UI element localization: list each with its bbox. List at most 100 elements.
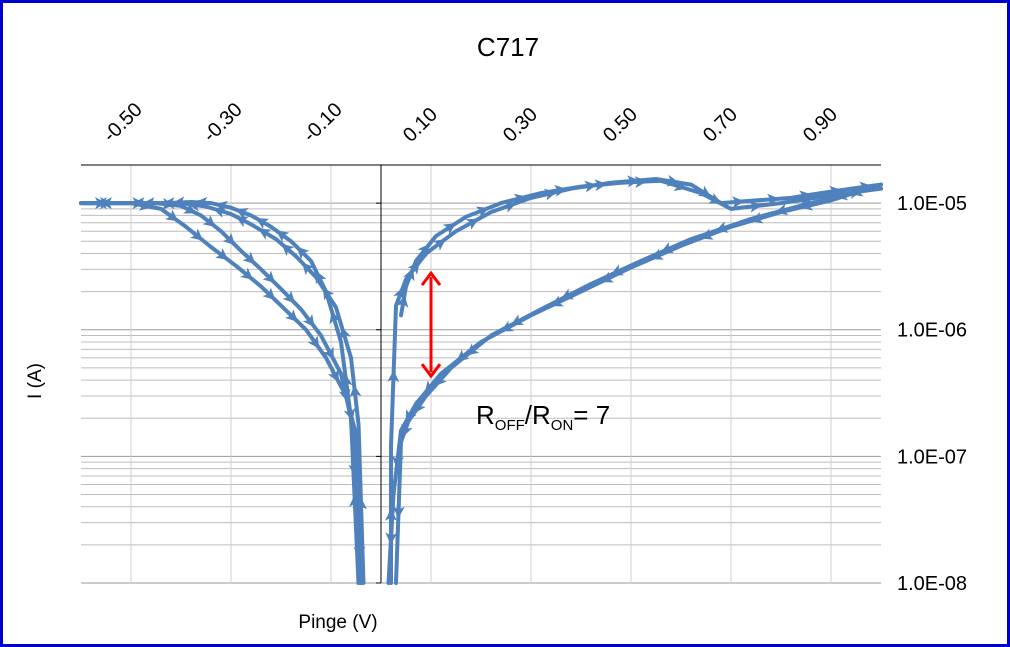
series-line [79,200,361,585]
ratio-arrow-head-bottom [420,363,442,379]
series-point [235,208,249,220]
series-point [296,246,310,260]
series-point [339,326,351,341]
series-point [465,218,479,230]
series-point [434,373,447,387]
series-point [258,228,272,240]
series-line [399,178,883,318]
series-point [322,287,335,301]
series-point [594,179,607,192]
series-point [673,179,687,191]
series-point [475,206,490,218]
series-point [281,243,295,257]
y-tick-labels: 1.0E-08 1.0E-07 1.0E-06 1.0E-05 [897,193,967,595]
iv-curve-chart: ROFF/RON= 7 -0.50 -0.30 -0.10 0.10 0.30 0.50 0… [25,32,967,633]
series-point [315,270,327,285]
axes [81,164,881,584]
series-line [79,201,363,585]
series-point [387,370,400,383]
series-point [393,286,405,301]
series-point [183,202,197,214]
series-line [386,182,883,585]
x-tick-label: 0.90 [799,103,842,146]
series-point [215,200,229,213]
series-point [322,346,334,360]
x-axis-label: Pinge (V) [298,612,377,633]
x-tick-label: 0.30 [499,103,542,146]
series-line [394,186,873,585]
y-tick-label: 1.0E-06 [897,320,967,342]
x-tick-label: 0.50 [599,103,642,146]
series-point [510,314,525,326]
series-layer [79,174,883,585]
x-tick-label: -0.10 [299,99,347,147]
series-point [401,423,413,438]
series-point [432,238,446,251]
x-tick-label: 0.10 [399,103,442,146]
series-point [340,374,353,387]
series-point [95,197,107,210]
series-point [403,268,415,282]
series-point [307,335,320,349]
series-point [513,193,527,206]
series-point [165,209,179,222]
series-point [732,196,745,209]
y-tick-label: 1.0E-07 [897,446,967,468]
series-point [327,368,339,383]
x-tick-label: -0.50 [99,99,147,147]
series-point [329,311,341,325]
series-point [715,221,729,233]
series-point [190,228,204,241]
series-point [660,242,674,254]
y-axis-label: I (A) [25,363,46,399]
annotation-layer: ROFF/RON= 7 [420,270,610,434]
series-point [285,309,298,322]
series-point [240,267,254,280]
series-point [302,313,315,328]
series-point [392,506,405,519]
series-point [262,270,276,284]
series-line [79,201,366,585]
series-point [799,194,812,207]
series-point [503,201,517,213]
series-point [634,176,647,189]
series-line [79,201,363,585]
series-point [355,497,368,510]
series-point [749,200,762,213]
series-point [413,400,426,414]
series-point [262,287,276,301]
series-point [276,230,290,243]
series-point [424,380,437,394]
series-point [132,197,145,210]
series-point [554,184,567,197]
ratio-arrow-head-top [420,270,442,287]
x-tick-label: -0.30 [199,99,247,147]
series-point [212,206,226,218]
series-point [242,251,256,265]
series-point [560,288,575,300]
series-point [162,197,175,210]
series-point [202,214,216,228]
series-point [301,262,315,276]
series-point [215,247,229,261]
series-point [187,199,201,212]
series-point [282,290,296,304]
series-point [349,384,362,398]
grid [81,164,881,584]
series-point [417,243,430,257]
series-point [222,232,236,246]
series-point [396,294,409,308]
chart-title: C717 [477,32,539,62]
y-tick-label: 1.0E-05 [897,193,967,215]
x-tick-label: 0.70 [699,103,742,146]
series-point [707,192,722,204]
x-tick-labels: -0.50 -0.30 -0.10 0.10 0.30 0.50 0.70 0.90 [99,99,842,147]
series-point [235,216,250,228]
ratio-annotation: ROFF/RON= 7 [476,400,610,434]
series-point [385,532,398,545]
series-point [442,223,457,235]
series-point [835,188,849,201]
series-point [255,218,270,230]
series-point [466,343,480,356]
